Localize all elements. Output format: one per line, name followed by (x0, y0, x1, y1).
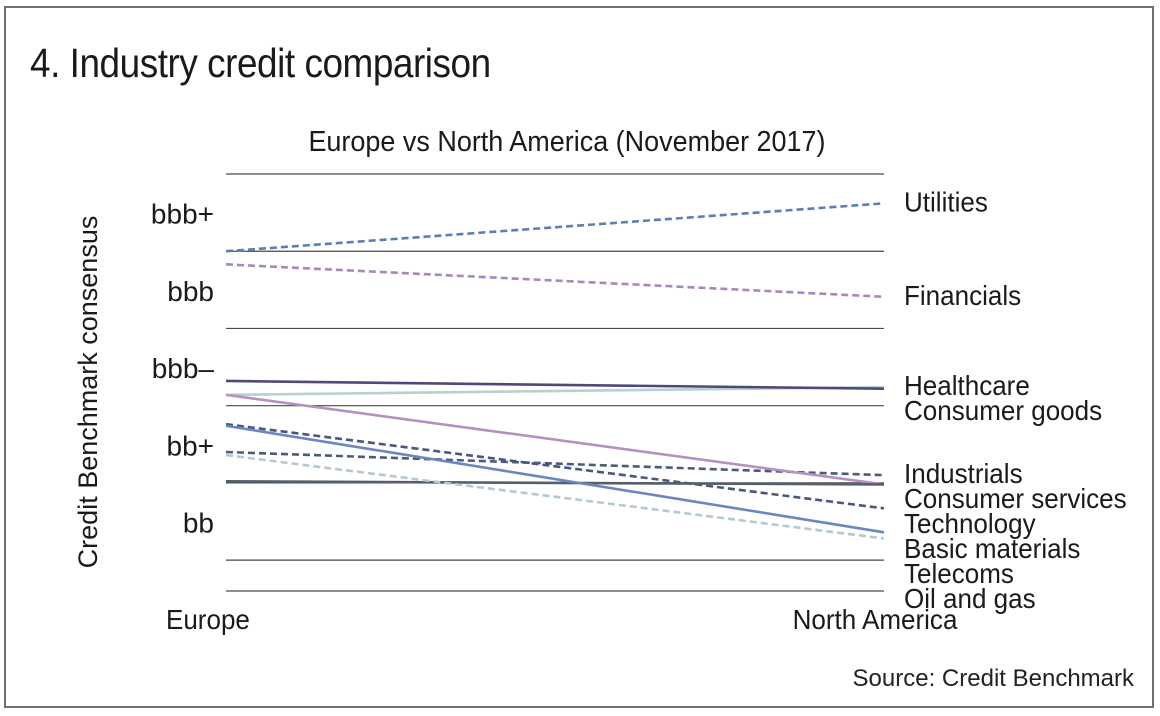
series-line-telecoms (225, 424, 885, 534)
rating-label-1: bbb (167, 276, 214, 307)
rating-label-4: bb (183, 508, 214, 539)
y-axis-label: Credit Benchmark consensus (73, 216, 103, 569)
series-line-oil-and-gas (225, 453, 885, 540)
series-label-healthcare: Healthcare (904, 370, 1030, 401)
rating-label-3: bb+ (167, 430, 215, 461)
series-line-consumer-services (225, 393, 885, 486)
series-label-consumer-services: Consumer services (904, 483, 1127, 514)
rating-band-labels: bbb+ bbb bbb– bb+ bb (151, 199, 214, 539)
chart-subtitle: Europe vs North America (November 2017) (308, 125, 825, 157)
chart-title: 4. Industry credit comparison (30, 40, 491, 86)
series-line-basic-materials (225, 422, 885, 510)
series-label-utilities: Utilities (904, 186, 988, 217)
x-tick-label-0: Europe (166, 604, 250, 635)
series-line-utilities (225, 202, 885, 253)
series-line-technology (225, 480, 885, 486)
source-note: Source: Credit Benchmark (852, 665, 1134, 692)
series-label-oil-and-gas: Oil and gas (904, 583, 1036, 614)
series-label-financials: Financials (904, 280, 1021, 311)
series-lines (225, 202, 885, 540)
rating-label-2: bbb– (152, 353, 215, 384)
series-line-financials (225, 263, 885, 299)
rating-label-0: bbb+ (151, 199, 214, 230)
series-label-consumer-goods: Consumer goods (904, 395, 1102, 426)
series-label-telecoms: Telecoms (904, 558, 1014, 589)
x-axis-ticks: Europe North America (166, 604, 958, 635)
series-label-industrials: Industrials (904, 458, 1023, 489)
series-label-technology: Technology (904, 508, 1036, 539)
series-line-consumer-goods (225, 379, 885, 390)
series-label-basic-materials: Basic materials (904, 533, 1080, 564)
x-tick-label-1: North America (793, 604, 959, 635)
